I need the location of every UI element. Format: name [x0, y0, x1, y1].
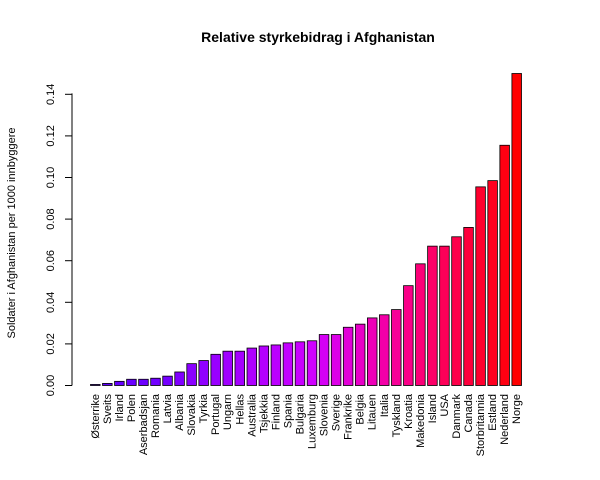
x-tick-label: Latvia — [162, 393, 174, 423]
y-tick-label: 0.08 — [45, 208, 57, 229]
bar-bulgaria — [294, 341, 306, 386]
bar-estland — [487, 180, 498, 386]
x-tick-label: Irland — [114, 394, 126, 422]
x-tick-label: Kroatia — [403, 393, 415, 429]
y-tick-label: 0.14 — [45, 84, 57, 105]
y-tick-label: 0.12 — [45, 125, 57, 146]
x-axis-tick-labels: Østerrike Sveits Irland Polen Aserbadsjan Rom… — [90, 393, 523, 456]
x-tick-label: Sveits — [102, 394, 114, 424]
bar-finland — [270, 344, 282, 386]
x-tick-label: Østerrike — [90, 394, 102, 439]
x-tick-label: Australia — [246, 393, 258, 437]
x-tick-label: Litauen — [367, 394, 379, 430]
bar-island — [427, 245, 438, 386]
x-tick-label: Nederland — [499, 394, 511, 445]
bar-latvia — [162, 375, 173, 386]
bar-polen — [126, 378, 137, 386]
bar-nederland — [499, 144, 510, 386]
bar-portugal — [210, 353, 221, 386]
bar-luxemburg — [306, 340, 318, 386]
bar-canada — [463, 227, 474, 386]
bar-belgia — [354, 323, 366, 386]
chart-title: Relative styrkebidrag i Afghanistan — [201, 29, 435, 45]
x-tick-label: Albania — [174, 393, 186, 431]
y-tick-label: 0.10 — [45, 167, 57, 188]
bar-italia — [379, 314, 390, 386]
x-tick-label: USA — [439, 393, 451, 416]
x-tick-label: Hellas — [234, 394, 246, 425]
x-tick-label: Danmark — [451, 394, 463, 439]
bar-ungarn — [222, 350, 233, 386]
x-tick-label: Italia — [379, 393, 391, 417]
x-tick-label: Tsjekkia — [258, 393, 270, 433]
bar-romania — [150, 377, 161, 386]
x-tick-label: Tyskland — [391, 394, 403, 437]
x-tick-label: Belgia — [355, 393, 367, 424]
y-tick-label: 0.00 — [45, 375, 57, 396]
x-tick-label: Ungarn — [222, 394, 234, 430]
x-tick-label: Island — [427, 394, 439, 423]
bar-tsjekkia — [258, 345, 270, 386]
x-tick-label: Portugal — [210, 394, 222, 435]
bar-danmark — [451, 236, 462, 386]
x-tick-label: Spania — [282, 393, 294, 428]
bar-irland — [114, 380, 125, 386]
y-tick-label: 0.04 — [45, 292, 57, 313]
x-tick-label: Romania — [150, 393, 162, 438]
bar-spania — [282, 342, 294, 386]
bars — [90, 73, 522, 386]
bar-storbritannia — [475, 186, 486, 386]
y-tick-label: 0.06 — [45, 250, 57, 271]
x-tick-label: Aserbadsjan — [138, 394, 150, 455]
bar-slovenia — [318, 334, 330, 386]
x-tick-label: Storbritannia — [475, 393, 487, 456]
x-tick-label: Frankrike — [343, 394, 355, 440]
bar-albania — [174, 371, 185, 386]
x-tick-label: Tyrkia — [198, 393, 210, 423]
x-tick-label: Sverige — [331, 394, 343, 431]
x-tick-label: Bulgaria — [294, 393, 306, 434]
x-tick-label: Norge — [511, 394, 523, 424]
x-tick-label: Slovenia — [319, 393, 331, 436]
bar-norge — [511, 73, 522, 386]
bar-litauen — [367, 317, 378, 386]
x-tick-label: Luxemburg — [307, 394, 319, 449]
bar-slovakia — [186, 363, 197, 386]
bar-sveits — [102, 383, 113, 386]
bar-usa — [439, 245, 450, 386]
bar-kroatia — [403, 285, 414, 386]
bar-aserbadsjan — [138, 378, 149, 386]
x-tick-label: Estland — [487, 394, 499, 431]
x-tick-label: Canada — [463, 393, 475, 432]
x-tick-label: Makedonia — [415, 393, 427, 448]
y-axis-ticks: 0.00 0.02 0.04 0.06 0.08 0.10 0.12 0.14 — [45, 84, 72, 396]
bar-hellas — [234, 350, 245, 386]
bar-australia — [246, 347, 258, 386]
bar-frankrike — [342, 326, 354, 386]
y-axis-label: Soldater i Afghanistan per 1000 innbygge… — [6, 128, 18, 339]
x-tick-label: Polen — [126, 394, 138, 422]
x-tick-label: Slovakia — [186, 393, 198, 435]
bar-sverige — [330, 334, 342, 386]
y-tick-label: 0.02 — [45, 333, 57, 354]
bar-tyrkia — [198, 360, 209, 386]
bar-tyskland — [391, 309, 402, 386]
bar-østerrike — [90, 384, 101, 386]
bar-makedonia — [415, 263, 426, 386]
x-tick-label: Finland — [270, 394, 282, 430]
